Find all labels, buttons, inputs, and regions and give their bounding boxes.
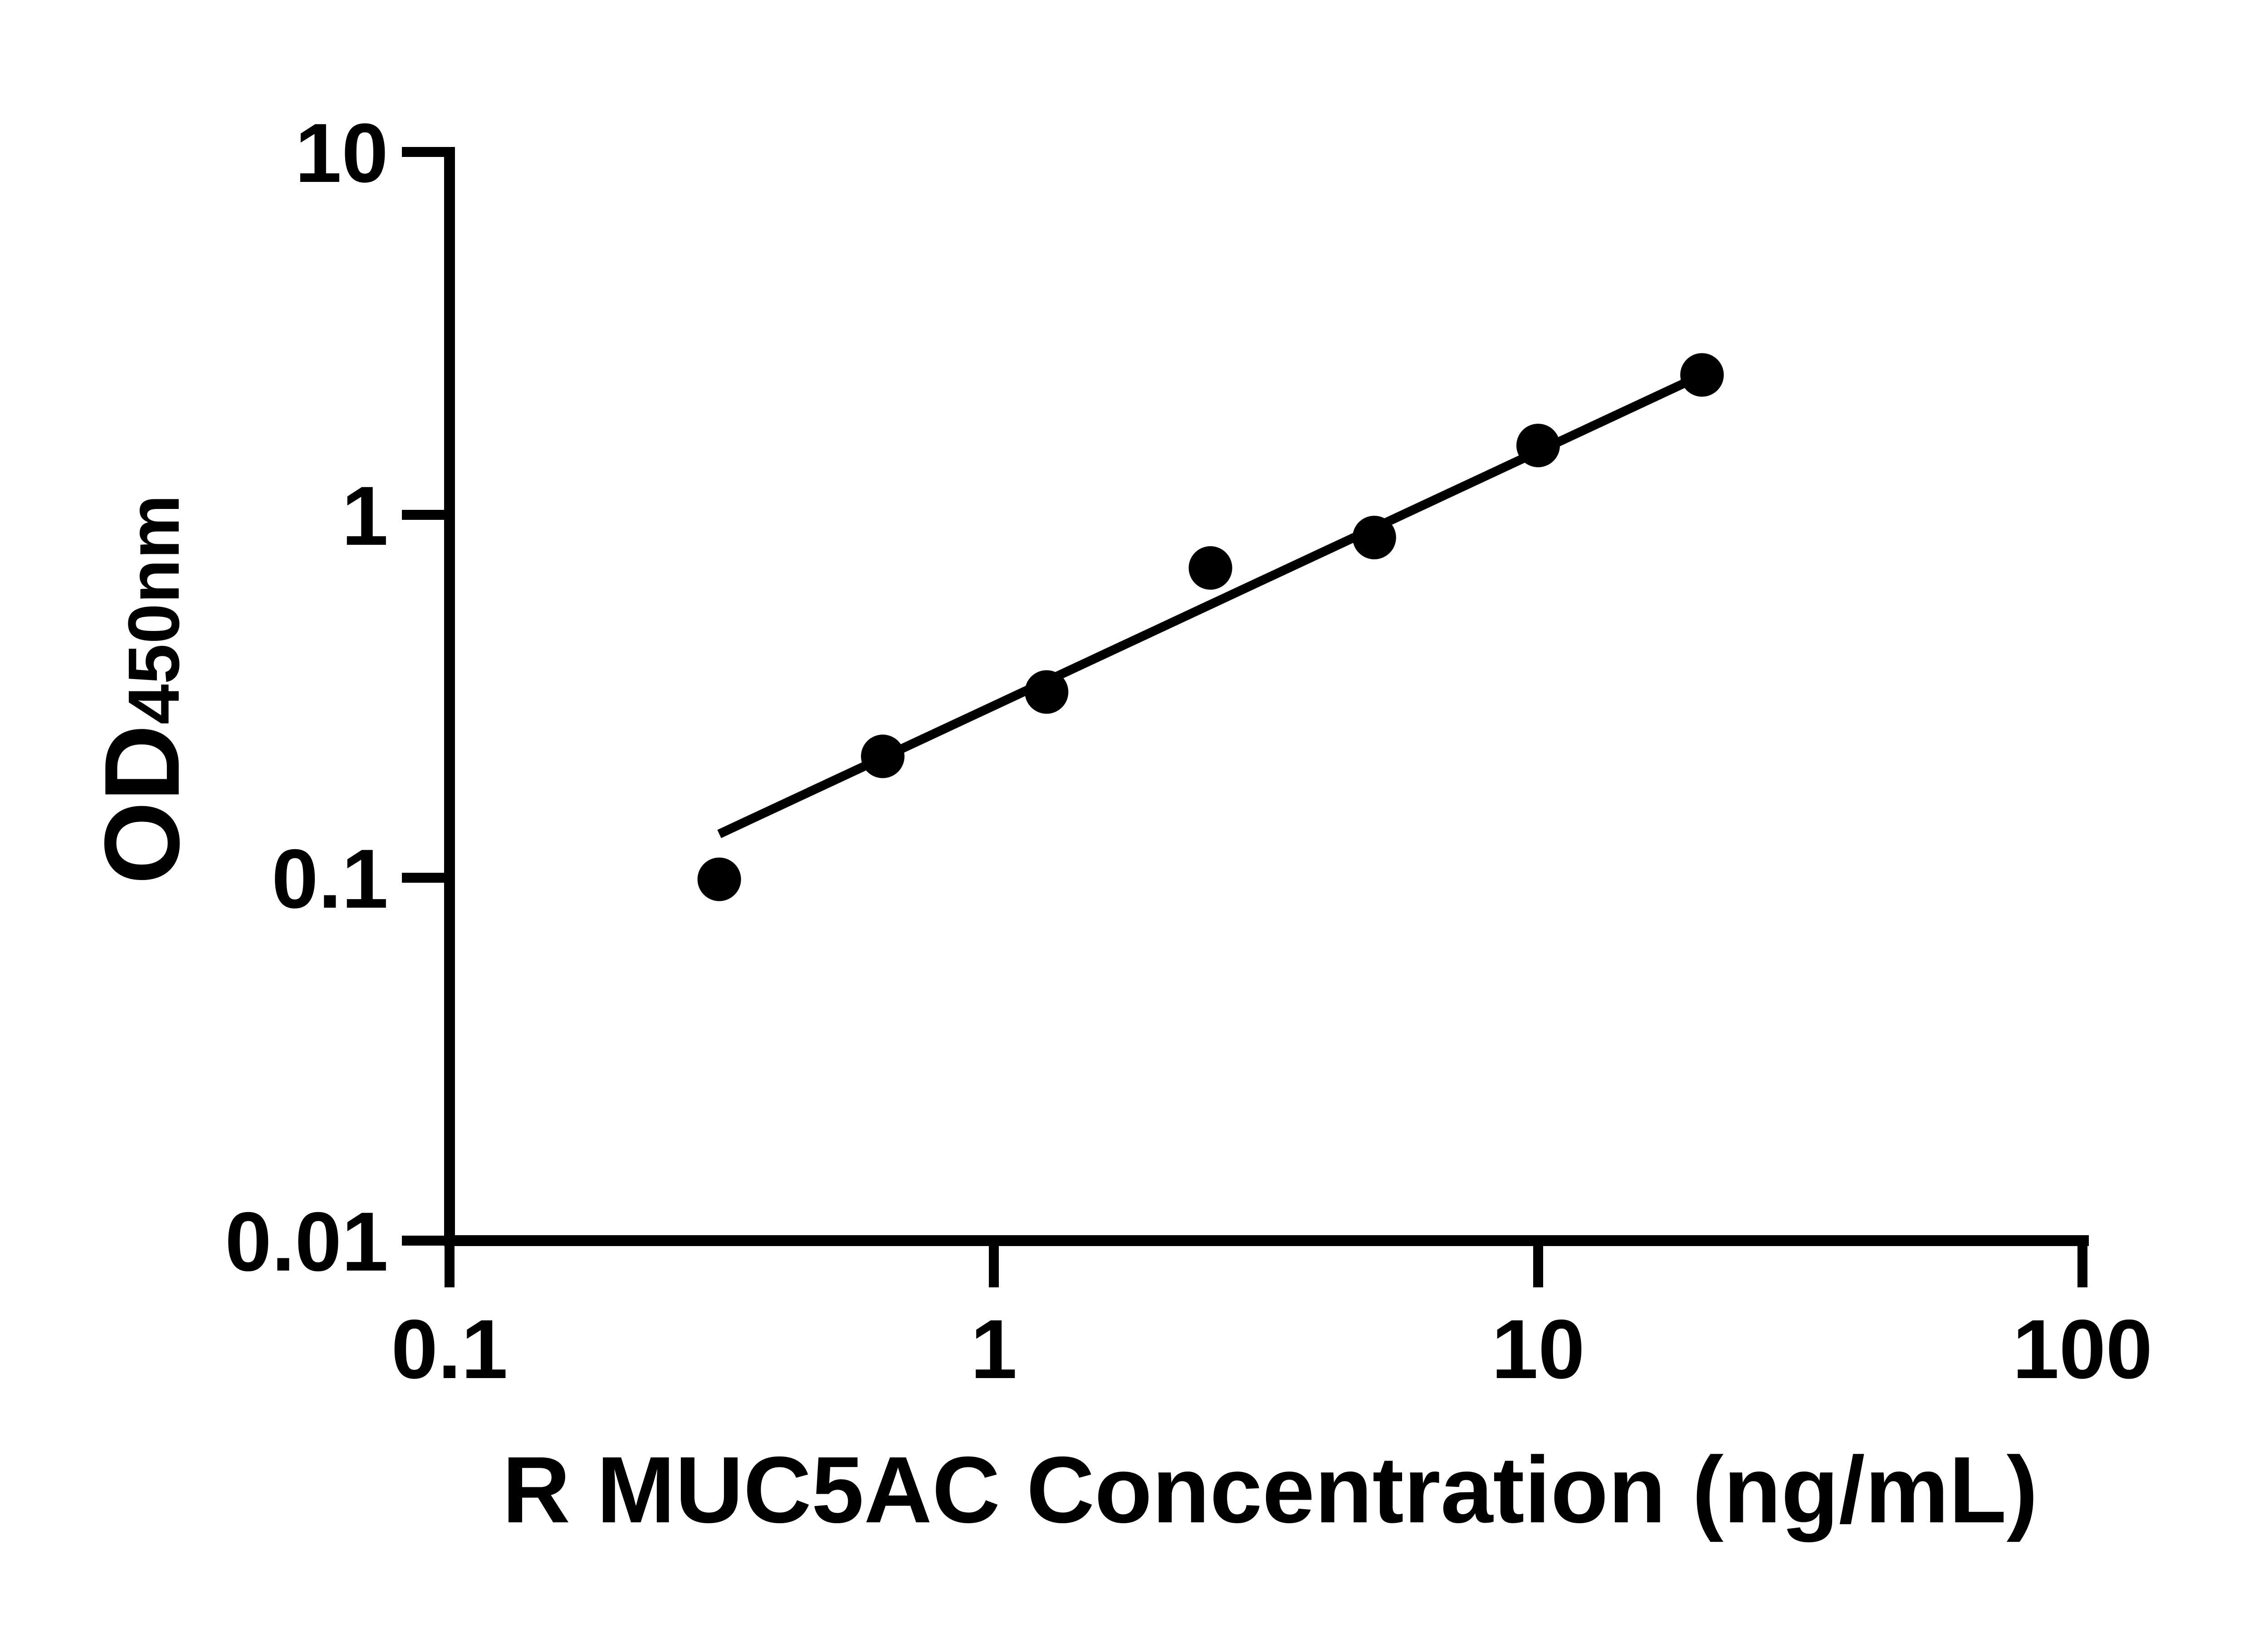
y-tick-label: 1 <box>342 469 388 563</box>
data-layer <box>697 353 1724 901</box>
x-tick-label: 100 <box>2013 1303 2153 1396</box>
axes-layer <box>402 147 2089 1287</box>
x-tick-label: 1 <box>971 1303 1017 1396</box>
y-tick-label: 10 <box>295 107 388 200</box>
data-point <box>1516 424 1560 468</box>
x-tick-label: 10 <box>1491 1303 1585 1396</box>
data-point <box>1025 670 1069 714</box>
y-tick-label: 0.01 <box>225 1195 388 1289</box>
y-axis-title: OD450nm <box>82 494 201 884</box>
x-tick-label: 0.1 <box>391 1303 508 1396</box>
data-point <box>1680 353 1724 397</box>
y-tick-label: 0.1 <box>272 832 388 926</box>
data-point <box>1188 546 1232 590</box>
y-axis-title-sub: 450nm <box>113 494 194 724</box>
data-point <box>697 857 741 901</box>
data-point <box>1352 515 1396 559</box>
x-axis-title: R MUC5AC Concentration (ng/mL) <box>502 1437 2038 1543</box>
data-point <box>861 734 905 778</box>
y-axis-title-main: OD <box>82 724 201 885</box>
